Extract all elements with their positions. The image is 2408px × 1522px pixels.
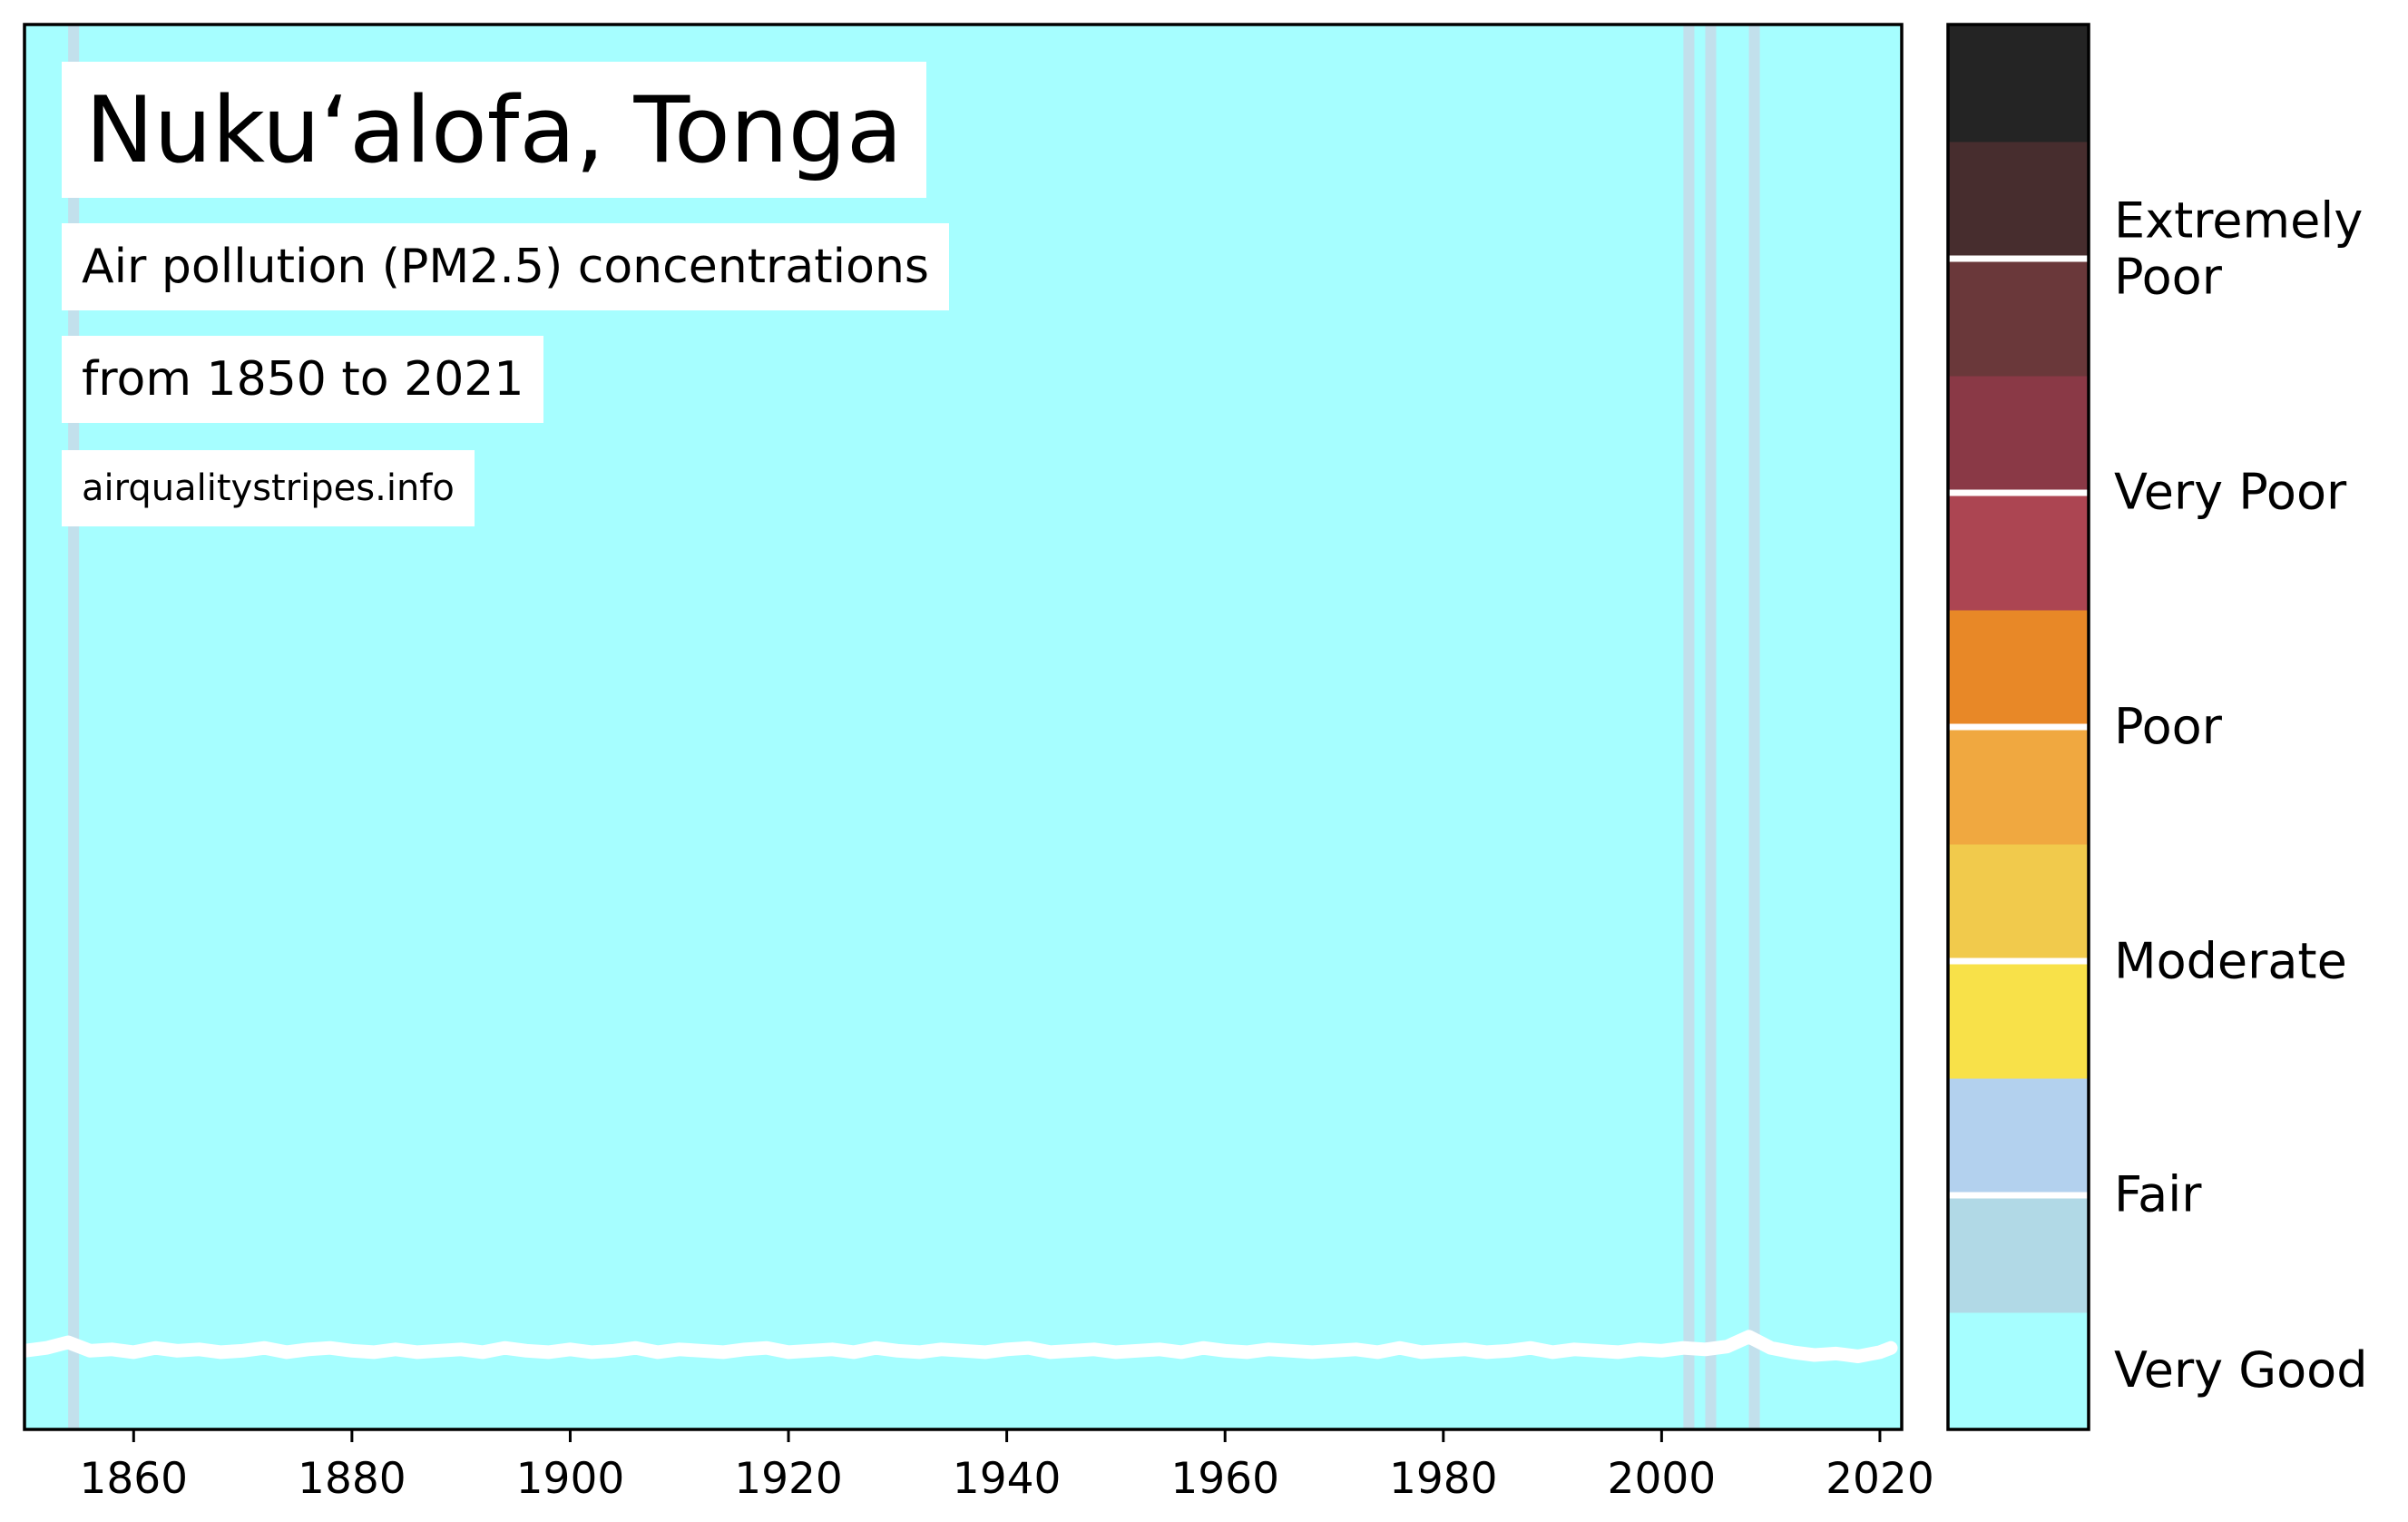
x-axis: 1860 1880 1900 1920 1940 1960 1980 2000 2020 [79,1429,1934,1504]
colorbar-bin-1 [1948,1195,2089,1313]
x-tick-label-1920: 1920 [734,1454,843,1504]
colorbar-label-0: Very Good [2114,1341,2368,1399]
colorbar-label-5: Extremely [2114,192,2363,250]
chart-title: Nuku‘alofa, Tonga [62,62,926,198]
stripe-2008 [1748,25,1760,1429]
date-range-label: from 1850 to 2021 [62,336,544,423]
colorbar-bin-3 [1948,961,2089,1079]
colorbar-labels: Very Good Fair Moderate Poor Very Poor Extrem… [2114,192,2368,1399]
x-tick-label-1940: 1940 [953,1454,1062,1504]
colorbar-bin-2 [1948,1078,2089,1196]
colorbar-label-4: Very Poor [2114,463,2347,520]
colorbar-bin-11 [1948,25,2089,142]
chart-subtitle: Air pollution (PM2.5) concentrations [62,223,949,310]
colorbar-bin-0 [1948,1312,2089,1430]
colorbar-bin-7 [1948,493,2089,611]
stripe-2002 [1683,25,1695,1429]
colorbar [1948,25,2089,1430]
colorbar-label-1: Fair [2114,1165,2202,1223]
colorbar-bin-4 [1948,844,2089,962]
x-tick-label-1980: 1980 [1389,1454,1498,1504]
trend-line [17,1330,1898,1363]
plot-frame [23,23,1904,1431]
source-label: airqualitystripes.info [62,450,475,526]
colorbar-label-3: Poor [2114,698,2223,755]
colorbar-bin-6 [1948,610,2089,728]
trend-layer [17,1330,1898,1363]
colorbar-label-2: Moderate [2114,933,2347,990]
colorbar-bin-8 [1948,376,2089,494]
x-tick-label-1960: 1960 [1170,1454,1279,1504]
x-tick-label-1900: 1900 [516,1454,625,1504]
colorbar-bin-9 [1948,259,2089,377]
x-tick-label-1880: 1880 [298,1454,406,1504]
colorbar-bin-5 [1948,727,2089,845]
x-tick-label-2000: 2000 [1608,1454,1717,1504]
stripe-2004 [1705,25,1717,1429]
colorbar-bin-10 [1948,142,2089,260]
colorbar-frame [1946,23,2090,1431]
x-tick-label-1860: 1860 [79,1454,188,1504]
colorbar-label-6: Poor [2114,249,2223,306]
x-tick-label-2020: 2020 [1826,1454,1934,1504]
